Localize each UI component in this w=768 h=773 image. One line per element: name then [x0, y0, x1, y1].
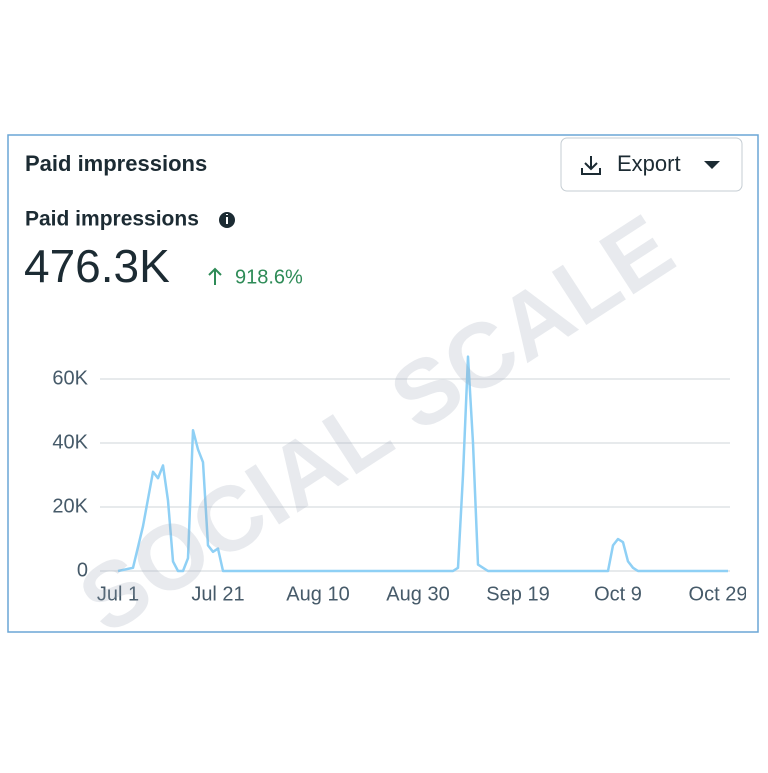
card-title: Paid impressions	[25, 151, 207, 176]
x-tick-label: Aug 10	[286, 583, 349, 605]
x-tick-label: Oct 9	[594, 583, 642, 605]
export-button[interactable]: Export	[560, 137, 743, 192]
y-tick-label: 60K	[52, 367, 88, 389]
metric-value: 476.3K	[24, 240, 170, 292]
y-tick-label: 20K	[52, 495, 88, 517]
button-label[interactable]: Export	[617, 151, 681, 176]
metric-label: Paid impressions	[25, 208, 199, 231]
data-line	[117, 355, 728, 573]
y-tick-label: 40K	[52, 431, 88, 453]
button-frame[interactable]	[560, 137, 743, 192]
up-arrow	[208, 267, 222, 285]
caret-icon[interactable]	[704, 161, 720, 169]
x-tick-label: Jul 21	[191, 583, 244, 605]
plot: 0 20K 40K 60K Jul 1 Jul 21 Aug 10 Aug 30 Sep 19 O…	[52, 355, 748, 605]
card	[7, 134, 759, 633]
metric-change: 918.6%	[235, 266, 303, 288]
y-tick-label: 0	[77, 559, 88, 581]
download-icon[interactable]	[581, 156, 601, 175]
x-tick-label: Jul 1	[97, 583, 139, 605]
x-tick-label: Aug 30	[386, 583, 449, 605]
x-tick-label: Oct 29	[689, 583, 748, 605]
x-tick-label: Sep 19	[486, 583, 549, 605]
